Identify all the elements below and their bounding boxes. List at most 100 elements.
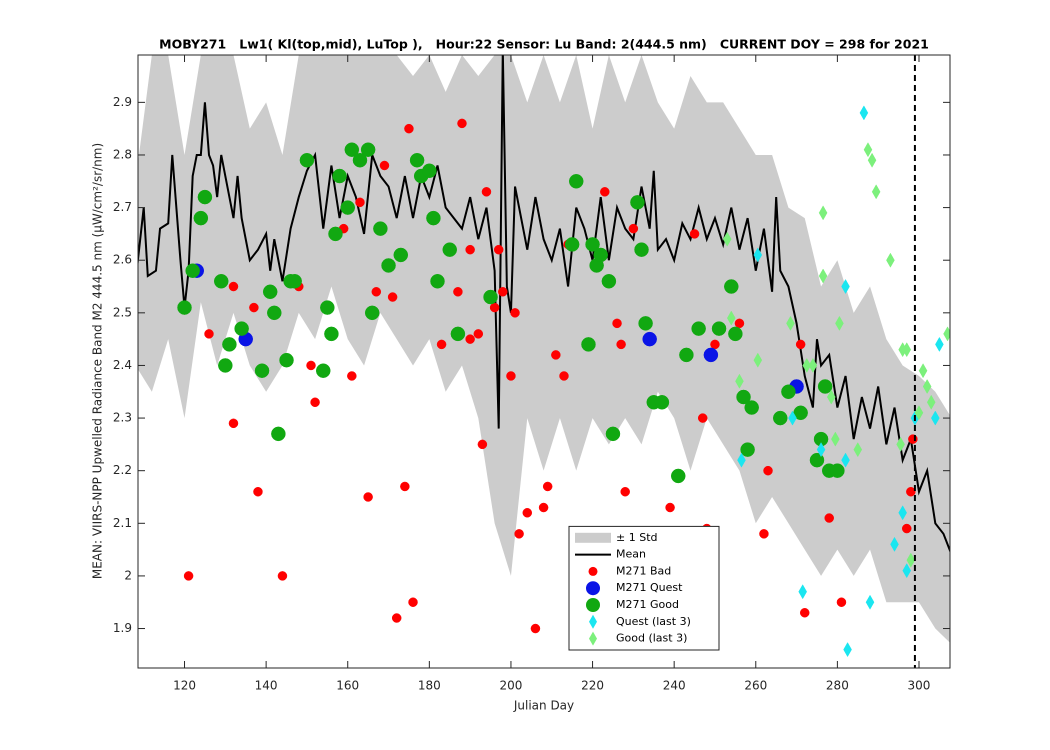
circle-point [193,210,209,226]
legend-swatch [586,598,600,612]
circle-point [559,371,569,381]
diamond-point [818,205,828,221]
circle-point [605,426,621,442]
diamond-point [798,584,807,600]
circle-point [697,413,708,423]
circle-point [710,339,720,350]
circle-point [830,463,845,478]
circle-point [642,331,657,347]
circle-point [799,608,810,618]
circle-point [585,237,600,252]
diamond-point [943,326,950,342]
circle-point [364,305,380,321]
diamond-point [863,142,873,158]
circle-point [442,242,457,257]
legend-label: M271 Quest [616,581,683,594]
circle-point [426,210,441,226]
diamond-point [843,642,852,658]
diamond-point [926,394,936,410]
legend-label: Good (last 3) [616,632,687,645]
diamond-point [841,279,850,295]
diamond-point [818,268,828,284]
y-tick-label: 2.6 [113,253,132,267]
circle-point [724,279,739,294]
x-tick-label: 140 [255,679,278,693]
circle-point [630,195,645,210]
circle-point [763,465,773,476]
circle-point [908,434,918,444]
circle-point [689,229,700,239]
circle-point [287,274,302,289]
circle-point [436,339,447,350]
circle-point [510,308,520,318]
circle-point [616,339,626,350]
diamond-point [931,410,940,426]
circle-point [234,321,249,336]
diamond-point [735,373,744,389]
circle-point [320,300,335,315]
x-tick-label: 200 [499,679,522,693]
circle-point [465,334,475,344]
diamond-point [737,452,746,468]
circle-point [736,389,751,405]
circle-point [773,410,788,426]
circle-point [670,468,686,484]
circle-point [213,274,229,289]
y-tick-label: 2 [124,568,132,582]
circle-point [228,281,239,292]
diamond-point [890,536,899,552]
diamond-point [886,252,895,268]
diamond-point [867,152,877,168]
circle-point [817,379,833,394]
x-tick-label: 120 [173,679,196,693]
circle-point [734,318,745,329]
circle-point [744,400,759,415]
legend-label: M271 Good [616,598,679,611]
circle-point [344,142,360,157]
y-tick-label: 2.7 [113,200,132,214]
circle-point [360,142,376,157]
diamond-point [808,357,818,373]
legend-swatch [575,532,611,543]
diamond-point [914,405,924,421]
diamond-point [896,436,905,452]
circle-point [400,481,410,492]
circle-point [483,289,498,305]
circle-point [628,223,639,234]
circle-point [477,439,488,450]
diamond-point [786,315,795,331]
x-axis-label: Julian Day [513,699,574,713]
circle-point [600,187,610,197]
circle-point [222,337,237,352]
circle-point [387,292,398,302]
y-tick-label: 2.9 [113,95,132,109]
circle-point [538,502,549,513]
x-tick-label: 160 [336,679,359,693]
circle-point [551,350,561,360]
circle-point [542,481,553,492]
y-tick-label: 2.8 [113,147,132,161]
circle-point [347,371,357,381]
x-tick-label: 220 [581,679,604,693]
diamond-point [922,378,932,394]
circle-point [530,623,541,634]
circle-point [324,326,339,342]
legend-swatch [588,566,598,576]
circle-point [679,347,694,363]
diamond-point [826,389,836,405]
diamond-point [865,594,875,610]
circle-point [522,508,533,518]
y-tick-label: 2.5 [113,305,132,319]
circle-point [465,244,475,255]
axes-box [137,54,951,669]
diamond-point [753,247,763,263]
circle-point [430,274,445,289]
circle-point [177,300,192,315]
circle-point [249,302,259,313]
circle-point [381,258,396,273]
circle-point [824,513,834,523]
circle-point [759,529,769,539]
circle-point [279,352,294,368]
circle-point [453,287,463,297]
